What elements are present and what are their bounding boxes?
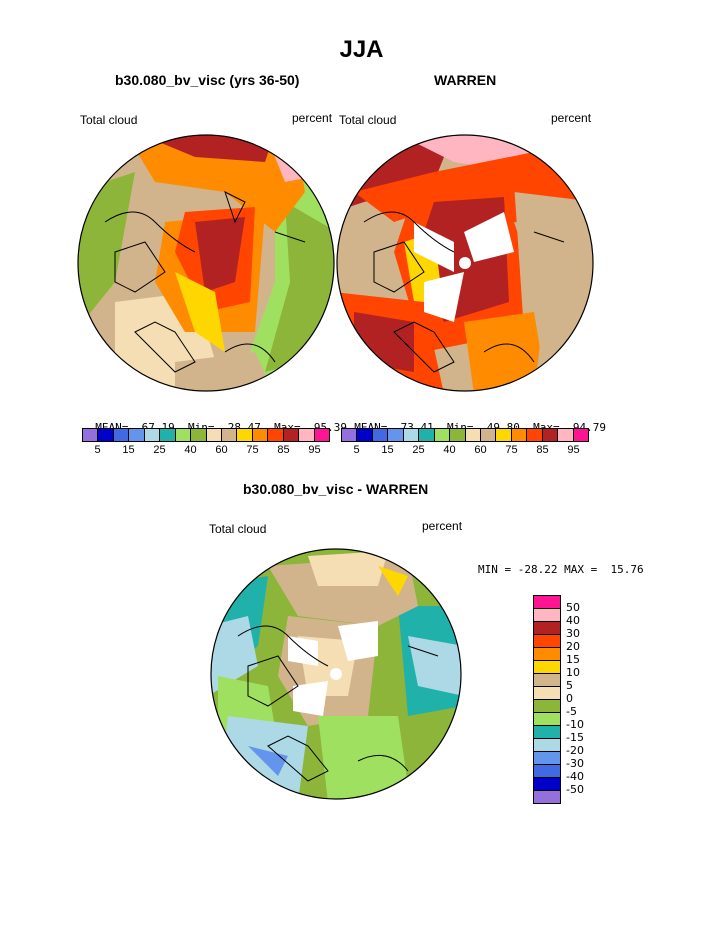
colorbar-swatch [534,661,560,674]
right-panel-units-label: percent [551,111,592,125]
colorbar-tick-label: 25 [412,444,425,456]
colorbar-tick-label: 0 [566,692,573,705]
colorbar-swatch [314,429,329,441]
diff-panel-title: b30.080_bv_visc - WARREN [243,481,429,497]
diff-colorbar [533,595,561,804]
colorbar-swatch [480,429,497,441]
colorbar-tick-label: 95 [308,444,321,456]
colorbar-swatch [144,429,161,441]
colorbar-swatch [450,429,466,441]
colorbar-swatch [534,622,560,635]
colorbar-tick-label: 5 [353,444,360,456]
colorbar-tick-label: -10 [566,718,584,731]
colorbar-tick-label: 60 [215,444,228,456]
colorbar-tick-label: 85 [536,444,549,456]
colorbar-tick-label: 40 [566,614,580,627]
colorbar-swatch [357,429,373,441]
colorbar-swatch [534,687,560,700]
colorbar-tick-label: -40 [566,770,584,783]
colorbar-swatch [534,674,560,687]
colorbar-tick-label: 75 [246,444,259,456]
colorbar-tick-label: -5 [566,705,577,718]
colorbar-swatch [527,429,543,441]
colorbar-tick-label: 75 [505,444,518,456]
diff-minmax: MIN = -28.22 MAX = 15.76 [478,563,644,576]
colorbar-tick-label: 15 [381,444,394,456]
right-polar-map [336,134,594,392]
colorbar-swatch [129,429,145,441]
colorbar-swatch [403,429,420,441]
colorbar-swatch [534,765,560,778]
right-colorbar [341,428,589,442]
colorbar-tick-label: -50 [566,783,584,796]
colorbar-swatch [268,429,284,441]
colorbar-swatch [434,429,451,441]
colorbar-swatch [299,429,315,441]
colorbar-tick-label: 15 [122,444,135,456]
colorbar-swatch [496,429,512,441]
colorbar-tick-label: 95 [567,444,580,456]
colorbar-tick-label: 25 [153,444,166,456]
diff-polar-map [210,548,462,800]
colorbar-swatch [534,752,560,765]
colorbar-swatch [465,429,481,441]
colorbar-swatch [534,791,560,803]
right-panel-title: WARREN [434,72,497,88]
left-panel-units-label: percent [292,111,333,125]
left-polar-map [77,134,335,392]
colorbar-swatch [221,429,238,441]
left-panel-title: b30.080_bv_visc (yrs 36-50) [115,72,300,88]
diff-panel-variable-label: Total cloud [209,522,267,536]
colorbar-tick-label: 5 [94,444,101,456]
colorbar-tick-label: 40 [443,444,456,456]
colorbar-swatch [573,429,588,441]
colorbar-swatch [534,648,560,661]
colorbar-swatch [534,700,560,713]
colorbar-tick-label: 5 [566,679,573,692]
colorbar-tick-label: 40 [184,444,197,456]
left-panel-variable-label: Total cloud [80,113,138,127]
colorbar-swatch [113,429,130,441]
colorbar-tick-label: 85 [277,444,290,456]
colorbar-swatch [191,429,207,441]
colorbar-tick-label: 15 [566,653,580,666]
colorbar-swatch [342,429,358,441]
colorbar-swatch [534,635,560,648]
colorbar-swatch [175,429,192,441]
left-colorbar [82,428,330,442]
diff-panel-units-label: percent [422,519,463,533]
colorbar-tick-label: 30 [566,627,580,640]
colorbar-tick-label: 10 [566,666,580,679]
diff-colorbar-ticks: 50 40 30 20 15 10 5 0 -5 -10 -15 -20 -30 -40 -50 [566,595,606,815]
colorbar-swatch [206,429,222,441]
colorbar-swatch [534,609,560,622]
colorbar-swatch [558,429,574,441]
colorbar-swatch [237,429,253,441]
colorbar-swatch [252,429,269,441]
colorbar-swatch [534,778,560,791]
colorbar-swatch [534,596,560,609]
page-title: JJA [339,36,384,63]
colorbar-tick-label: -15 [566,731,584,744]
left-colorbar-ticks: 5 15 25 40 60 75 85 95 [82,444,330,458]
colorbar-tick-label: 20 [566,640,580,653]
colorbar-swatch [419,429,435,441]
colorbar-swatch [534,713,560,726]
colorbar-tick-label: -20 [566,744,584,757]
colorbar-tick-label: 60 [474,444,487,456]
colorbar-swatch [534,739,560,752]
colorbar-swatch [372,429,389,441]
right-colorbar-ticks: 5 15 25 40 60 75 85 95 [341,444,589,458]
colorbar-swatch [98,429,114,441]
colorbar-swatch [542,429,559,441]
colorbar-swatch [160,429,176,441]
colorbar-swatch [283,429,300,441]
colorbar-tick-label: 50 [566,601,580,614]
colorbar-swatch [83,429,99,441]
colorbar-swatch [534,726,560,739]
colorbar-tick-label: -30 [566,757,584,770]
colorbar-swatch [388,429,404,441]
right-panel-variable-label: Total cloud [339,113,397,127]
colorbar-swatch [511,429,528,441]
